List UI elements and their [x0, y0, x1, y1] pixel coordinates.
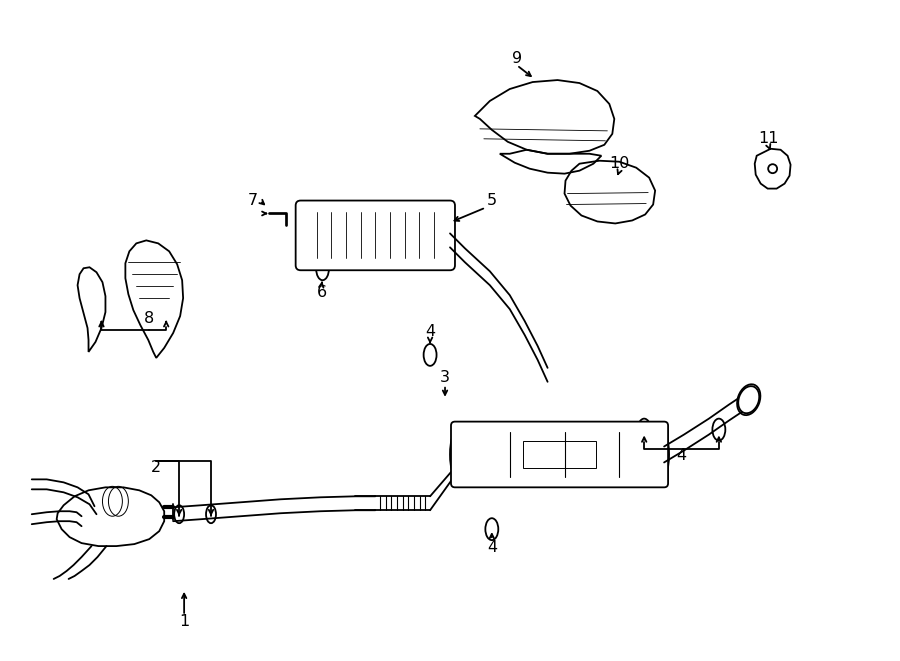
Text: 3: 3	[440, 370, 450, 385]
Text: 4: 4	[487, 539, 497, 555]
Ellipse shape	[638, 418, 651, 440]
Text: 8: 8	[144, 311, 155, 326]
Text: 9: 9	[512, 51, 522, 65]
Text: 11: 11	[759, 132, 778, 146]
Text: 4: 4	[425, 325, 435, 340]
Ellipse shape	[424, 344, 436, 366]
Text: 7: 7	[248, 193, 258, 208]
Text: 10: 10	[609, 156, 629, 171]
Text: 1: 1	[179, 614, 189, 629]
Text: 2: 2	[151, 460, 161, 475]
FancyBboxPatch shape	[451, 422, 668, 487]
Bar	[523, 440, 597, 469]
Ellipse shape	[713, 418, 725, 440]
Ellipse shape	[485, 518, 499, 540]
Ellipse shape	[738, 386, 760, 413]
Text: 5: 5	[487, 193, 497, 208]
Text: 6: 6	[317, 285, 327, 299]
FancyBboxPatch shape	[296, 200, 455, 270]
Text: 4: 4	[676, 448, 686, 463]
